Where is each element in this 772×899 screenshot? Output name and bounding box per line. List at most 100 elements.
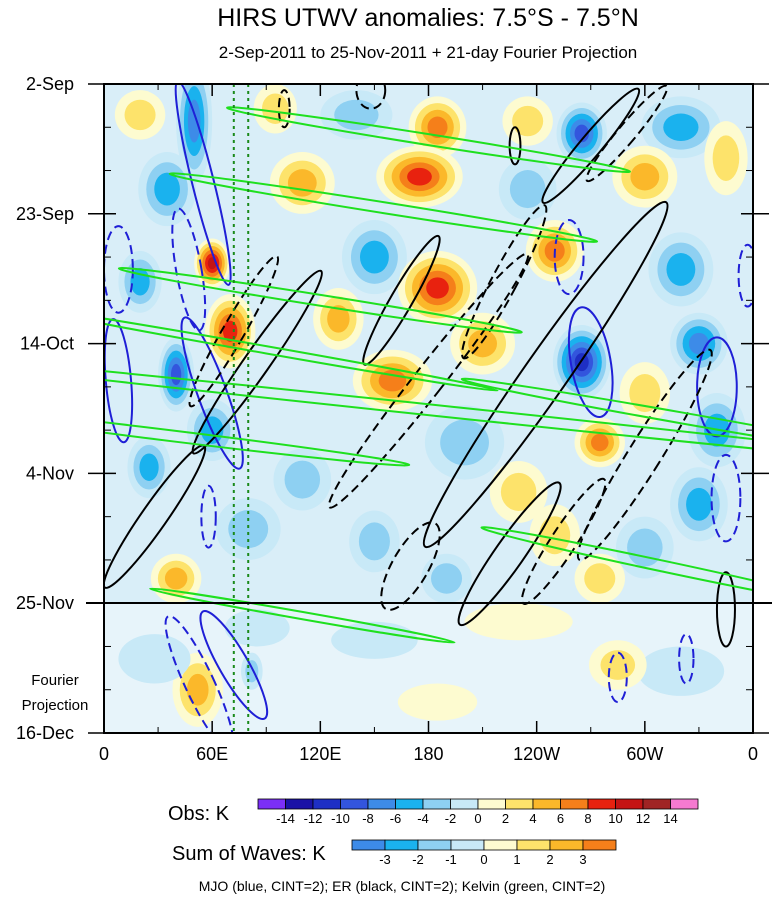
obs-anomaly-37 (349, 510, 400, 573)
projection-shading (118, 603, 725, 727)
obs-level (426, 277, 449, 299)
x-tick-label: 0 (99, 744, 109, 764)
obs-legend-level-label: -2 (445, 811, 457, 826)
projection-anomaly-7 (331, 621, 418, 659)
er-contour-5 (585, 84, 669, 183)
y-tick-label: 16-Dec (16, 723, 74, 743)
waves-legend-swatch (516, 839, 551, 851)
kelvin-contour-1 (226, 106, 631, 173)
projection-anomaly-8 (397, 683, 478, 721)
obs-legend-label: Obs: K (168, 803, 230, 825)
obs-legend-level-label: 6 (557, 811, 564, 826)
mjo-contour-0 (174, 84, 232, 286)
er-contour-7 (188, 255, 280, 408)
obs-anomaly-41 (421, 553, 472, 604)
obs-legend-swatch (395, 798, 424, 810)
obs-level (284, 460, 321, 499)
projection-anomaly-2 (224, 609, 290, 647)
mjo-contour-5 (567, 306, 614, 419)
obs-legend-swatch (587, 798, 616, 810)
x-tick-label: 60E (196, 744, 228, 764)
obs-level (663, 113, 699, 142)
er-contour-14 (355, 84, 387, 110)
obs-level (287, 169, 317, 197)
kelvin-contour-5 (104, 406, 411, 467)
obs-legend-swatch (257, 798, 286, 810)
obs-legend-level-label: 8 (584, 811, 591, 826)
obs-anomaly-35 (670, 467, 728, 542)
obs-anomaly-25 (158, 337, 195, 412)
mjo-contour-9 (737, 243, 753, 308)
obs-legend-level-label: 10 (608, 811, 622, 826)
obs-level (688, 332, 709, 355)
er-contour-6 (191, 269, 323, 455)
projection-level (464, 603, 573, 641)
projection-annotation-line2: Projection (22, 697, 89, 714)
kelvin-contour-4 (104, 307, 499, 392)
obs-legend-swatch (642, 798, 671, 810)
obs-anomaly-12 (498, 158, 557, 220)
chart-subtitle: 2-Sep-2011 to 25-Nov-2011 + 21-day Fouri… (219, 43, 637, 62)
obs-legend-swatch (312, 798, 341, 810)
mjo-contour-6 (553, 218, 585, 296)
kelvin-contour-6 (460, 377, 753, 458)
projection-level (397, 683, 478, 721)
obs-anomaly-29 (424, 405, 505, 480)
waves-legend-level-label: -2 (412, 852, 424, 867)
waves-legend-level-label: 3 (579, 852, 586, 867)
waves-legend-label: Sum of Waves: K (172, 843, 326, 865)
obs-level (574, 124, 589, 143)
obs-anomaly-36 (215, 498, 281, 560)
obs-legend-level-label: -10 (331, 811, 350, 826)
obs-level (430, 563, 463, 594)
obs-level (686, 487, 712, 521)
obs-legend-level-label: -4 (417, 811, 429, 826)
er-contour-1 (327, 252, 530, 509)
x-tick-label: 0 (748, 744, 758, 764)
obs-anomaly-42 (574, 553, 626, 604)
obs-legend-level-label: -12 (304, 811, 323, 826)
waves-legend-swatch (417, 839, 452, 851)
obs-anomaly-1 (176, 84, 213, 183)
obs-legend-swatch (477, 798, 506, 810)
obs-legend-level-label: 14 (663, 811, 677, 826)
obs-legend-swatch (670, 798, 699, 810)
obs-level (164, 567, 188, 590)
obs-level (187, 99, 201, 143)
obs-legend-swatch (422, 798, 451, 810)
obs-anomaly-3 (320, 90, 393, 140)
obs-legend-swatch (450, 798, 479, 810)
y-tick-label: 14-Oct (20, 334, 74, 354)
obs-legend-level-label: 12 (636, 811, 650, 826)
obs-anomaly-18 (648, 232, 714, 307)
obs-anomaly-7 (641, 96, 721, 159)
obs-anomaly-13 (612, 145, 678, 208)
waves-legend-swatch (549, 839, 584, 851)
obs-level (228, 510, 269, 549)
obs-legend-level-label: 0 (474, 811, 481, 826)
x-tick-label: 120W (513, 744, 560, 764)
er-contour-0 (422, 200, 669, 549)
waves-legend-level-label: -3 (379, 852, 391, 867)
obs-shading (114, 84, 748, 604)
projection-anomaly-5 (464, 603, 573, 641)
waves-legend-swatch (483, 839, 518, 851)
obs-level (512, 105, 544, 137)
obs-anomaly-32 (127, 436, 171, 499)
waves-legend-level-label: 2 (546, 852, 553, 867)
obs-legend-swatch (615, 798, 644, 810)
obs-level (500, 472, 537, 511)
obs-anomaly-4 (408, 96, 467, 159)
obs-level (139, 453, 159, 481)
projection-anomaly-1 (118, 634, 191, 684)
obs-anomaly-40 (150, 553, 202, 604)
obs-anomaly-34 (489, 461, 548, 523)
er-contour-15 (277, 89, 291, 129)
er-contour-3 (461, 204, 548, 360)
waves-legend-swatch (384, 839, 419, 851)
obs-level (170, 363, 182, 386)
waves-legend-swatch (582, 839, 617, 851)
er-contour-4 (541, 87, 641, 205)
obs-anomaly-24 (670, 312, 728, 375)
projection-annotation-line1: Fourier (31, 672, 79, 689)
